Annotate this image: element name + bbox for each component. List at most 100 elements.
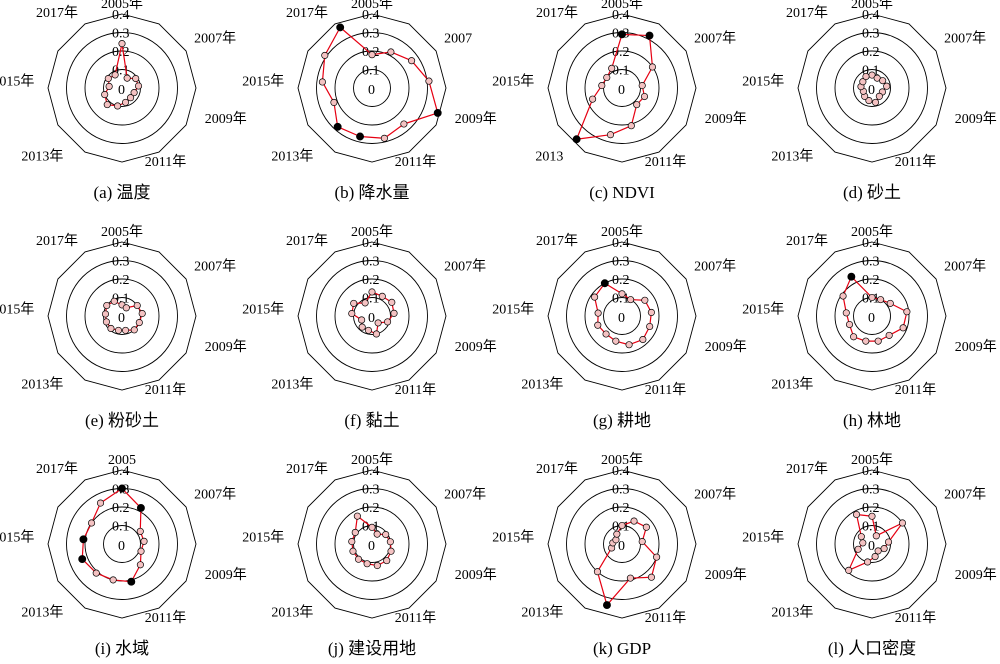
radar-ring — [566, 488, 678, 600]
radial-tick-label: 0.4 — [362, 236, 380, 251]
year-label: 2009年 — [455, 339, 497, 355]
radar-outer-ring — [297, 241, 447, 391]
data-point — [368, 51, 376, 59]
radar-panel-j: 00.10.20.30.42005年2007年2009年2011年2013年20… — [242, 452, 496, 658]
radial-tick-label: 0.4 — [112, 8, 130, 23]
data-point — [903, 308, 911, 316]
radial-tick-label: 0.4 — [862, 8, 880, 23]
year-label: 2015年 — [492, 529, 534, 545]
year-label: 2009年 — [455, 567, 497, 583]
data-point — [384, 318, 392, 326]
year-label: 2013年 — [521, 376, 563, 392]
year-label: 2005年 — [601, 452, 643, 468]
radial-tick-label: 0.2 — [612, 273, 630, 288]
year-label: 2005 — [108, 453, 136, 468]
year-label: 2009年 — [955, 111, 997, 127]
data-point — [363, 560, 371, 568]
year-label: 2007年 — [944, 487, 986, 503]
year-label: 2013年 — [771, 148, 813, 164]
radar-ring — [316, 488, 428, 600]
radar-outer-ring — [797, 469, 947, 619]
data-point — [899, 324, 907, 332]
data-point — [353, 512, 361, 520]
radar-ring — [334, 278, 410, 354]
year-label: 2017年 — [786, 5, 828, 21]
radar-ring — [66, 32, 178, 144]
year-label: 2015年 — [0, 529, 34, 545]
data-point — [642, 523, 650, 531]
radial-tick-label: 0 — [618, 539, 625, 554]
year-label: 2017年 — [36, 5, 78, 21]
data-point — [627, 122, 635, 130]
radar-ring — [834, 506, 910, 582]
data-point — [130, 326, 138, 334]
year-label: 2015年 — [492, 301, 534, 317]
data-point — [348, 309, 356, 318]
data-point — [387, 547, 395, 555]
data-point — [875, 92, 883, 100]
data-point — [613, 530, 621, 538]
data-point — [122, 304, 130, 312]
year-label: 2007年 — [444, 487, 486, 503]
data-point-highlight — [78, 555, 87, 564]
data-point — [373, 530, 381, 538]
radial-tick-label: 0.2 — [362, 501, 380, 516]
radial-tick-label: 0.3 — [362, 27, 380, 42]
data-point-highlight — [333, 122, 342, 131]
data-point — [358, 323, 366, 331]
data-point — [111, 71, 119, 79]
radar-ring — [816, 260, 928, 372]
data-point-highlight — [336, 23, 345, 32]
data-point — [864, 558, 872, 566]
radial-tick-label: 0.3 — [112, 255, 130, 270]
data-point — [349, 547, 357, 555]
panel-caption: (d) 砂土 — [843, 183, 901, 202]
data-point — [114, 102, 122, 110]
data-point — [136, 561, 144, 569]
radar-ring — [816, 488, 928, 600]
data-point — [140, 537, 148, 545]
radar-outer-ring — [547, 13, 697, 163]
data-point — [388, 298, 396, 306]
year-label: 2009年 — [205, 567, 247, 583]
year-label: 2011年 — [645, 154, 686, 170]
year-label: 2007年 — [944, 31, 986, 47]
data-point — [135, 319, 143, 327]
radial-tick-label: 0.4 — [612, 236, 630, 251]
data-point — [361, 299, 369, 307]
panel-caption: (j) 建设用地 — [328, 639, 416, 658]
year-label: 2017年 — [286, 461, 328, 477]
data-point — [382, 530, 390, 539]
radar-ring — [316, 260, 428, 372]
data-point — [872, 532, 880, 540]
year-label: 2017年 — [286, 5, 328, 21]
data-point — [383, 557, 391, 565]
radial-tick-label: 0 — [868, 311, 875, 326]
radar-panel-d: 00.10.20.30.42005年2007年2009年2011年2013年20… — [742, 0, 996, 202]
radial-tick-label: 0.2 — [862, 45, 880, 60]
year-label: 2017年 — [536, 5, 578, 21]
data-point — [114, 326, 123, 334]
year-label: 2017年 — [786, 233, 828, 249]
radial-tick-label: 0.3 — [612, 255, 630, 270]
radar-ring — [353, 69, 391, 107]
year-label: 2009年 — [705, 567, 747, 583]
data-point — [871, 553, 879, 561]
panel-caption: (l) 人口密度 — [828, 639, 916, 658]
year-label: 2015年 — [242, 529, 284, 545]
data-point — [96, 499, 105, 507]
year-label: 2017年 — [286, 233, 328, 249]
data-point — [137, 547, 145, 555]
data-point — [646, 322, 654, 331]
year-label: 2017年 — [36, 233, 78, 249]
radar-ring — [853, 69, 891, 107]
radar-panel-i: 00.10.20.30.420052007年2009年2011年2013年201… — [0, 453, 247, 658]
data-point — [612, 337, 620, 345]
data-point — [589, 95, 597, 103]
year-label: 2005年 — [851, 224, 893, 240]
year-label: 2007年 — [194, 487, 236, 503]
data-point — [400, 120, 408, 128]
radar-outer-ring — [547, 241, 697, 391]
